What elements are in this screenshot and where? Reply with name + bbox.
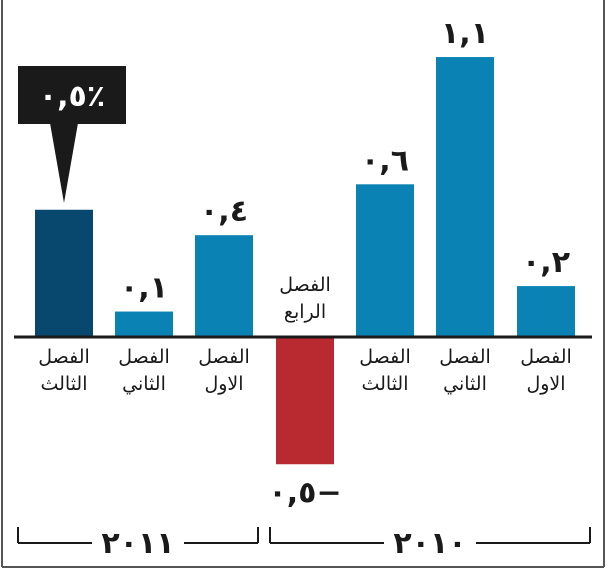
group-label-bg-0 — [384, 517, 476, 553]
bar-1 — [436, 57, 494, 338]
category-label-6-0: الفصل — [38, 346, 90, 368]
category-label-6-1: الثالث — [40, 373, 87, 395]
category-label-4-0: الفصل — [198, 346, 250, 368]
category-label-3-1: الرابع — [284, 301, 326, 323]
category-label-0-0: الفصل — [520, 346, 572, 368]
category-label-5-1: الثاني — [122, 373, 166, 395]
callout-label: ٠,٥٪ — [39, 79, 105, 114]
category-label-2-1: الثالث — [361, 373, 408, 395]
category-label-2-0: الفصل — [359, 346, 411, 368]
category-label-0-1: الاول — [526, 373, 565, 395]
value-label-2: ٠,٦ — [361, 143, 409, 178]
group-label-0: ٢٠١٠ — [393, 526, 466, 561]
callout-pointer — [50, 123, 78, 203]
value-label-0: ٠,٢ — [522, 245, 570, 280]
bar-2 — [356, 184, 414, 337]
category-label-1-0: الفصل — [439, 346, 491, 368]
value-label-3: ٠,٥− — [268, 475, 341, 510]
bar-4 — [195, 235, 253, 337]
bar-6 — [35, 209, 93, 337]
bar-3 — [276, 337, 334, 465]
group-label-1: ٢٠١١ — [101, 526, 174, 561]
category-label-5-0: الفصل — [118, 346, 170, 368]
category-label-3-0: الفصل — [279, 274, 331, 296]
callout-box — [18, 66, 126, 124]
value-label-4: ٠,٤ — [200, 194, 248, 229]
group-label-bg-1 — [92, 517, 184, 553]
bar-0 — [517, 286, 575, 337]
value-label-5: ٠,١ — [120, 271, 168, 306]
value-label-1: ١,١ — [441, 16, 489, 51]
bar-5 — [115, 311, 173, 337]
category-label-4-1: الاول — [204, 373, 243, 395]
category-label-1-1: الثاني — [443, 373, 487, 395]
